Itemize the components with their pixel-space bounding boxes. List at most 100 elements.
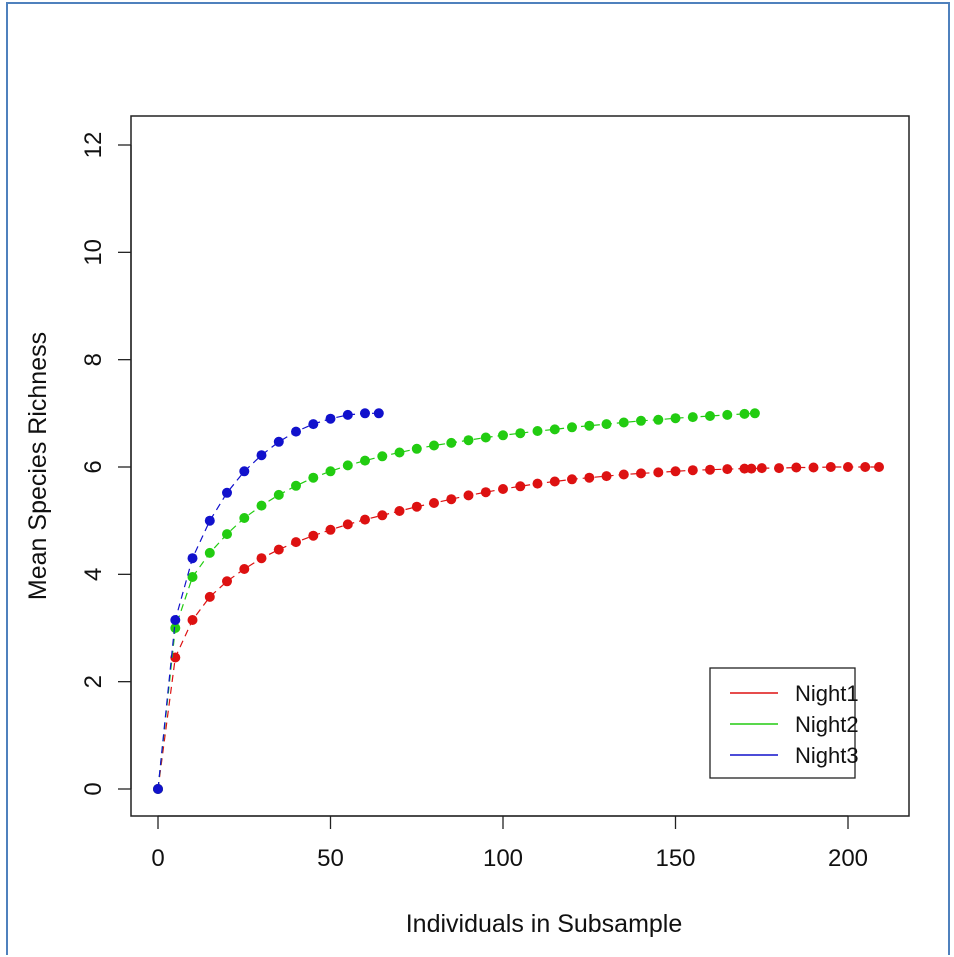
data-point bbox=[532, 478, 543, 489]
data-point bbox=[222, 487, 232, 498]
data-point bbox=[549, 476, 560, 487]
data-point bbox=[653, 414, 664, 425]
data-point bbox=[256, 450, 267, 461]
series-night3 bbox=[153, 408, 384, 794]
data-point bbox=[394, 506, 405, 516]
data-point bbox=[601, 471, 612, 482]
data-point bbox=[187, 572, 198, 582]
data-point bbox=[567, 422, 577, 433]
x-tick-label: 150 bbox=[655, 845, 695, 872]
x-tick-label: 100 bbox=[483, 845, 523, 872]
legend-label-night2: Night2 bbox=[795, 712, 859, 737]
data-point bbox=[532, 426, 543, 436]
data-point bbox=[239, 466, 250, 477]
data-point bbox=[411, 443, 422, 454]
data-point bbox=[618, 469, 629, 480]
data-point bbox=[342, 519, 353, 530]
data-point bbox=[308, 530, 319, 541]
data-point bbox=[446, 494, 457, 505]
y-tick-label: 6 bbox=[80, 460, 107, 473]
data-point bbox=[273, 489, 284, 500]
data-point bbox=[584, 420, 595, 431]
data-point bbox=[746, 463, 757, 474]
data-point bbox=[360, 455, 370, 466]
data-point bbox=[273, 436, 284, 447]
x-tick-label: 50 bbox=[317, 845, 344, 872]
data-point bbox=[256, 553, 267, 564]
data-point bbox=[373, 408, 384, 419]
data-point bbox=[170, 615, 181, 625]
data-point bbox=[670, 466, 681, 477]
y-tick-label: 12 bbox=[80, 132, 107, 159]
figure-frame bbox=[6, 2, 950, 955]
data-point bbox=[187, 553, 198, 564]
series-line bbox=[157, 412, 379, 790]
data-point bbox=[239, 513, 250, 523]
data-point bbox=[515, 481, 526, 492]
data-point bbox=[843, 462, 853, 472]
data-point bbox=[291, 480, 301, 491]
data-point bbox=[342, 460, 353, 471]
data-point bbox=[360, 514, 370, 525]
data-point bbox=[377, 510, 388, 521]
data-point bbox=[618, 417, 629, 428]
y-tick-label: 2 bbox=[80, 675, 107, 688]
data-point bbox=[498, 484, 508, 494]
data-point bbox=[204, 591, 215, 602]
data-point bbox=[170, 623, 181, 633]
data-point bbox=[429, 498, 439, 508]
data-point bbox=[498, 430, 508, 441]
data-point bbox=[739, 408, 750, 419]
data-point bbox=[670, 413, 681, 424]
legend-box bbox=[709, 667, 856, 779]
data-point bbox=[153, 784, 163, 794]
data-point bbox=[342, 409, 353, 420]
data-point bbox=[756, 463, 767, 474]
series-night2 bbox=[153, 408, 760, 794]
data-point bbox=[463, 490, 474, 501]
data-point bbox=[601, 419, 612, 430]
data-point bbox=[325, 466, 336, 477]
data-point bbox=[308, 472, 319, 483]
data-point bbox=[722, 464, 733, 475]
data-point bbox=[687, 465, 698, 476]
data-point bbox=[480, 432, 491, 443]
data-point bbox=[239, 564, 250, 574]
data-point bbox=[308, 419, 319, 430]
data-point bbox=[860, 462, 871, 472]
data-point bbox=[584, 472, 595, 483]
y-tick-label: 0 bbox=[80, 782, 107, 795]
y-axis: 0 2 4 6 8 10 12 bbox=[80, 132, 132, 796]
data-point bbox=[394, 447, 405, 458]
data-point bbox=[446, 437, 457, 448]
data-point bbox=[204, 515, 215, 526]
y-axis-label: Mean Species Richness bbox=[24, 332, 52, 600]
data-point bbox=[653, 467, 664, 478]
data-point bbox=[463, 435, 474, 446]
y-tick-label: 10 bbox=[80, 239, 107, 266]
data-point bbox=[411, 501, 422, 512]
y-tick-label: 4 bbox=[80, 568, 107, 581]
data-point bbox=[739, 463, 750, 474]
data-point bbox=[874, 462, 884, 472]
data-point bbox=[377, 451, 388, 462]
data-point bbox=[325, 413, 336, 424]
data-point bbox=[204, 547, 215, 558]
x-tick-label: 200 bbox=[828, 845, 868, 872]
data-point bbox=[325, 524, 336, 535]
data-point bbox=[256, 500, 267, 511]
data-point bbox=[774, 463, 784, 474]
x-axis-label: Individuals in Subsample bbox=[406, 910, 683, 938]
data-point bbox=[825, 462, 836, 472]
data-point bbox=[636, 468, 646, 479]
data-point bbox=[722, 409, 733, 420]
data-point bbox=[187, 615, 198, 625]
x-axis: 0 50 100 150 200 bbox=[151, 815, 868, 872]
data-point bbox=[273, 544, 284, 555]
data-point bbox=[791, 462, 802, 473]
data-point bbox=[687, 412, 698, 423]
legend-label-night3: Night3 bbox=[795, 743, 859, 768]
y-tick-label: 8 bbox=[80, 353, 107, 366]
x-tick-label: 0 bbox=[151, 845, 164, 872]
